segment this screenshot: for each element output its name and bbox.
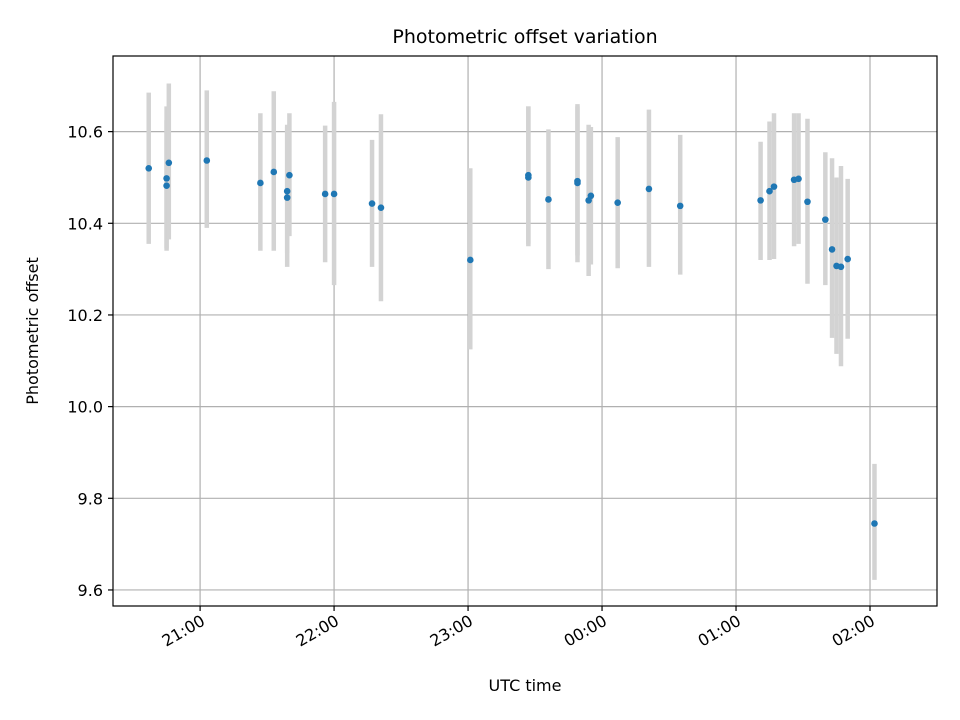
x-tick-label: 02:00 bbox=[829, 611, 878, 651]
y-axis-ticks: 9.6 9.8 10.0 10.2 10.4 10.6 bbox=[67, 123, 113, 600]
data-point bbox=[283, 187, 291, 195]
data-point bbox=[871, 520, 878, 527]
x-tick-label: 23:00 bbox=[427, 611, 476, 651]
data-point bbox=[163, 175, 170, 182]
data-point bbox=[257, 179, 264, 187]
x-axis-label: UTC time bbox=[489, 676, 562, 695]
data-point bbox=[795, 175, 802, 183]
data-point bbox=[283, 194, 291, 201]
x-tick-label: 01:00 bbox=[695, 611, 744, 651]
data-point bbox=[828, 246, 836, 253]
x-axis-ticks: 21:00 22:00 23:00 00:00 01:00 02:00 bbox=[159, 606, 878, 651]
data-point bbox=[574, 177, 581, 185]
plot-frame bbox=[112, 55, 938, 607]
data-point bbox=[165, 159, 173, 167]
data-point bbox=[163, 182, 170, 190]
data-point bbox=[676, 202, 684, 210]
data-point bbox=[645, 185, 653, 193]
data-point bbox=[368, 200, 376, 207]
y-tick-label: 9.8 bbox=[78, 489, 103, 508]
data-points bbox=[145, 157, 878, 527]
data-point bbox=[837, 263, 845, 271]
error-bars bbox=[146, 83, 877, 580]
x-tick-label: 22:00 bbox=[293, 611, 342, 651]
y-tick-label: 10.6 bbox=[67, 123, 103, 142]
data-point bbox=[145, 164, 153, 172]
data-point bbox=[766, 187, 773, 195]
chart-title: Photometric offset variation bbox=[392, 26, 657, 48]
data-point bbox=[286, 171, 293, 179]
data-point bbox=[525, 171, 532, 179]
data-point bbox=[587, 192, 595, 200]
data-point bbox=[321, 190, 329, 198]
data-point bbox=[822, 216, 829, 223]
x-tick-label: 00:00 bbox=[561, 611, 610, 651]
data-point bbox=[757, 197, 764, 204]
data-point bbox=[330, 190, 338, 198]
y-gridlines bbox=[113, 131, 937, 591]
data-point bbox=[844, 255, 851, 263]
y-tick-label: 10.4 bbox=[67, 214, 103, 233]
y-tick-label: 10.2 bbox=[67, 306, 103, 325]
y-tick-label: 10.0 bbox=[67, 398, 103, 417]
y-tick-label: 9.6 bbox=[78, 581, 103, 600]
x-tick-label: 21:00 bbox=[159, 611, 208, 651]
data-point bbox=[804, 198, 811, 206]
data-point bbox=[770, 183, 778, 190]
data-point bbox=[614, 199, 621, 206]
data-point bbox=[545, 196, 552, 203]
data-point bbox=[466, 256, 474, 264]
data-point bbox=[203, 157, 211, 164]
data-point bbox=[377, 204, 385, 212]
data-point bbox=[270, 168, 278, 176]
y-axis-label: Photometric offset bbox=[23, 257, 42, 405]
